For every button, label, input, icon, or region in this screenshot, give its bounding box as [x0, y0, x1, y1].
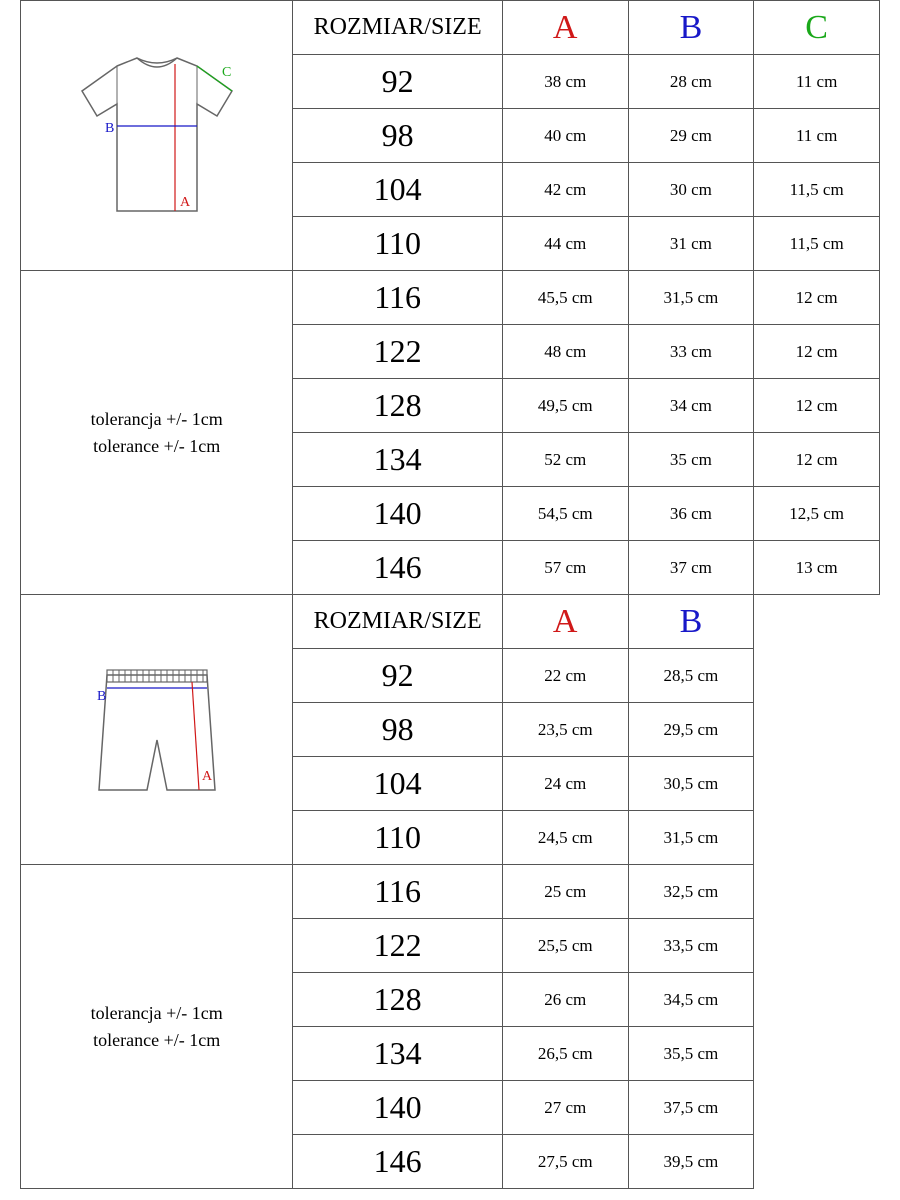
table-row: tolerancja +/- 1cm tolerance +/- 1cm 116…: [21, 865, 880, 919]
tolerance-en: tolerance +/- 1cm: [21, 433, 292, 460]
meas-a: 38 cm: [502, 55, 628, 109]
meas-a: 26,5 cm: [502, 1027, 628, 1081]
tolerance-cell: tolerancja +/- 1cm tolerance +/- 1cm: [21, 865, 293, 1189]
meas-a: 24 cm: [502, 757, 628, 811]
meas-c: 12 cm: [754, 433, 880, 487]
meas-b: 37 cm: [628, 541, 754, 595]
meas-c: 12,5 cm: [754, 487, 880, 541]
empty-cell: [754, 595, 880, 1189]
size-value: 98: [293, 109, 503, 163]
size-value: 146: [293, 541, 503, 595]
diagram-label-a: A: [180, 195, 191, 210]
diagram-label-a: A: [202, 769, 213, 784]
shorts-diagram-cell: B A: [21, 595, 293, 865]
meas-b: 35 cm: [628, 433, 754, 487]
tshirt-diagram-cell: A B C: [21, 1, 293, 271]
meas-b: 33,5 cm: [628, 919, 754, 973]
diagram-label-c: C: [222, 65, 231, 80]
meas-b: 28 cm: [628, 55, 754, 109]
meas-a: 27,5 cm: [502, 1135, 628, 1189]
meas-a: 25 cm: [502, 865, 628, 919]
meas-b: 28,5 cm: [628, 649, 754, 703]
size-value: 134: [293, 1027, 503, 1081]
size-value: 134: [293, 433, 503, 487]
table-row: A B C ROZMIAR/SIZE A B C: [21, 1, 880, 55]
meas-b: 30,5 cm: [628, 757, 754, 811]
tshirt-diagram: A B C: [57, 46, 257, 226]
meas-b: 29,5 cm: [628, 703, 754, 757]
shorts-diagram: B A: [67, 650, 247, 810]
size-value: 140: [293, 1081, 503, 1135]
header-a: A: [502, 595, 628, 649]
header-c: C: [754, 1, 880, 55]
meas-c: 11 cm: [754, 55, 880, 109]
meas-b: 34,5 cm: [628, 973, 754, 1027]
meas-c: 13 cm: [754, 541, 880, 595]
meas-b: 35,5 cm: [628, 1027, 754, 1081]
table-row: B A ROZMIAR/SIZE A B: [21, 595, 880, 649]
meas-a: 25,5 cm: [502, 919, 628, 973]
size-value: 110: [293, 811, 503, 865]
meas-c: 12 cm: [754, 379, 880, 433]
size-value: 128: [293, 973, 503, 1027]
header-size: ROZMIAR/SIZE: [293, 1, 503, 55]
meas-b: 31 cm: [628, 217, 754, 271]
header-b: B: [628, 1, 754, 55]
header-a: A: [502, 1, 628, 55]
size-value: 116: [293, 865, 503, 919]
tshirt-size-table: A B C ROZMIAR/SIZE A B C 92 38 cm 28 cm …: [20, 0, 880, 1189]
tolerance-cell: tolerancja +/- 1cm tolerance +/- 1cm: [21, 271, 293, 595]
meas-a: 45,5 cm: [502, 271, 628, 325]
meas-a: 26 cm: [502, 973, 628, 1027]
meas-b: 29 cm: [628, 109, 754, 163]
meas-b: 32,5 cm: [628, 865, 754, 919]
meas-a: 27 cm: [502, 1081, 628, 1135]
meas-a: 54,5 cm: [502, 487, 628, 541]
header-b: B: [628, 595, 754, 649]
size-value: 122: [293, 325, 503, 379]
size-value: 110: [293, 217, 503, 271]
size-value: 116: [293, 271, 503, 325]
header-size: ROZMIAR/SIZE: [293, 595, 503, 649]
meas-a: 42 cm: [502, 163, 628, 217]
size-value: 92: [293, 649, 503, 703]
tolerance-en: tolerance +/- 1cm: [21, 1027, 292, 1054]
size-value: 92: [293, 55, 503, 109]
size-value: 146: [293, 1135, 503, 1189]
size-value: 104: [293, 757, 503, 811]
meas-b: 37,5 cm: [628, 1081, 754, 1135]
meas-c: 12 cm: [754, 325, 880, 379]
meas-b: 31,5 cm: [628, 271, 754, 325]
meas-b: 39,5 cm: [628, 1135, 754, 1189]
size-value: 104: [293, 163, 503, 217]
size-value: 122: [293, 919, 503, 973]
size-value: 128: [293, 379, 503, 433]
meas-a: 24,5 cm: [502, 811, 628, 865]
meas-a: 22 cm: [502, 649, 628, 703]
size-value: 98: [293, 703, 503, 757]
meas-c: 12 cm: [754, 271, 880, 325]
tolerance-pl: tolerancja +/- 1cm: [21, 406, 292, 433]
meas-a: 44 cm: [502, 217, 628, 271]
meas-b: 33 cm: [628, 325, 754, 379]
table-row: tolerancja +/- 1cm tolerance +/- 1cm 116…: [21, 271, 880, 325]
meas-b: 30 cm: [628, 163, 754, 217]
meas-b: 36 cm: [628, 487, 754, 541]
meas-a: 52 cm: [502, 433, 628, 487]
meas-a: 40 cm: [502, 109, 628, 163]
diagram-label-b: B: [97, 689, 106, 704]
diagram-label-b: B: [105, 121, 114, 136]
meas-c: 11 cm: [754, 109, 880, 163]
meas-c: 11,5 cm: [754, 217, 880, 271]
meas-c: 11,5 cm: [754, 163, 880, 217]
tolerance-pl: tolerancja +/- 1cm: [21, 1000, 292, 1027]
meas-a: 48 cm: [502, 325, 628, 379]
meas-a: 57 cm: [502, 541, 628, 595]
meas-b: 34 cm: [628, 379, 754, 433]
meas-a: 23,5 cm: [502, 703, 628, 757]
size-value: 140: [293, 487, 503, 541]
meas-a: 49,5 cm: [502, 379, 628, 433]
meas-b: 31,5 cm: [628, 811, 754, 865]
